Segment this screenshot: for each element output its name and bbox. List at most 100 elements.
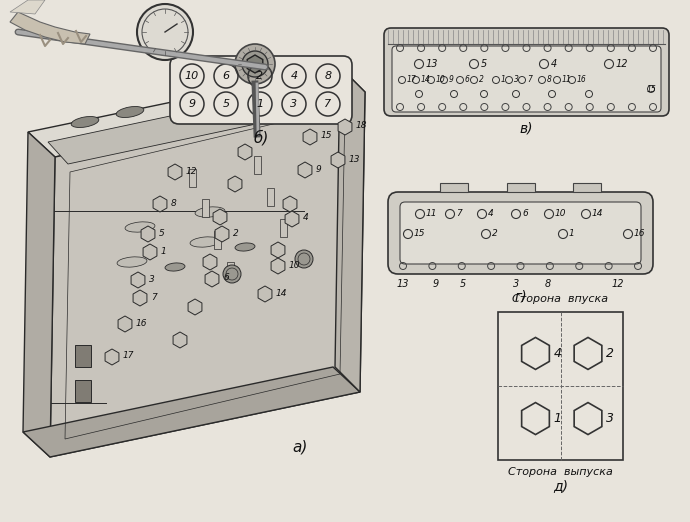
- Text: 3: 3: [513, 279, 519, 289]
- Bar: [227, 262, 234, 280]
- Text: 4: 4: [303, 213, 308, 222]
- Ellipse shape: [282, 80, 309, 91]
- Ellipse shape: [125, 222, 155, 232]
- Text: 10: 10: [185, 71, 199, 81]
- Text: 7: 7: [456, 209, 462, 219]
- Polygon shape: [213, 209, 227, 225]
- Bar: [498, 312, 623, 460]
- Polygon shape: [331, 152, 345, 168]
- Polygon shape: [188, 299, 202, 315]
- Bar: [267, 188, 274, 206]
- Polygon shape: [153, 196, 167, 212]
- Polygon shape: [10, 0, 45, 14]
- Polygon shape: [28, 67, 365, 157]
- Text: 6: 6: [465, 76, 470, 85]
- FancyBboxPatch shape: [384, 28, 669, 116]
- Text: 10: 10: [555, 209, 566, 219]
- Text: 17: 17: [123, 351, 135, 361]
- Text: г): г): [514, 289, 526, 303]
- Ellipse shape: [235, 243, 255, 251]
- FancyBboxPatch shape: [392, 46, 661, 112]
- Text: 16: 16: [136, 318, 148, 327]
- Text: 18: 18: [356, 122, 368, 130]
- Text: Сторона  выпуска: Сторона выпуска: [508, 467, 613, 477]
- Text: 8: 8: [324, 71, 332, 81]
- Text: 5: 5: [222, 99, 230, 109]
- Text: 8: 8: [545, 279, 551, 289]
- Bar: [440, 183, 469, 192]
- Text: б): б): [253, 130, 268, 146]
- Polygon shape: [131, 272, 145, 288]
- Bar: [75, 345, 91, 367]
- Polygon shape: [141, 226, 155, 242]
- Text: 1: 1: [569, 230, 575, 239]
- Text: 3: 3: [606, 412, 614, 425]
- Text: 3: 3: [290, 99, 297, 109]
- Polygon shape: [338, 119, 352, 135]
- Text: 9: 9: [316, 164, 322, 173]
- Ellipse shape: [71, 116, 99, 127]
- Text: 15: 15: [414, 230, 426, 239]
- Ellipse shape: [171, 97, 199, 108]
- Text: 11: 11: [426, 209, 437, 219]
- Polygon shape: [23, 132, 55, 457]
- Text: а): а): [293, 440, 308, 455]
- Text: 9: 9: [188, 99, 195, 109]
- Polygon shape: [285, 211, 299, 227]
- Ellipse shape: [226, 89, 254, 100]
- Bar: [506, 183, 535, 192]
- Text: 5: 5: [460, 279, 466, 289]
- Text: 6: 6: [223, 274, 229, 282]
- Text: 2: 2: [257, 71, 264, 81]
- Text: 8: 8: [171, 198, 177, 208]
- Text: 7: 7: [324, 99, 332, 109]
- Text: 5: 5: [159, 229, 165, 238]
- Bar: [280, 219, 287, 237]
- Text: 10: 10: [289, 260, 301, 269]
- Polygon shape: [522, 402, 549, 434]
- Text: 1: 1: [553, 412, 562, 425]
- Text: 12: 12: [616, 59, 629, 69]
- Polygon shape: [283, 196, 297, 212]
- Polygon shape: [48, 82, 350, 164]
- Polygon shape: [105, 349, 119, 365]
- Circle shape: [235, 44, 275, 84]
- Polygon shape: [522, 337, 549, 370]
- Text: 13: 13: [426, 59, 439, 69]
- Bar: [214, 231, 221, 249]
- Text: 2: 2: [479, 76, 484, 85]
- Ellipse shape: [116, 106, 144, 117]
- Text: 11: 11: [562, 76, 572, 85]
- Polygon shape: [133, 290, 147, 306]
- Polygon shape: [238, 144, 252, 160]
- Text: 8: 8: [547, 76, 552, 85]
- Text: 17: 17: [407, 76, 417, 85]
- Text: 13: 13: [349, 155, 360, 163]
- Polygon shape: [574, 402, 602, 434]
- Text: 14: 14: [276, 289, 288, 298]
- Polygon shape: [143, 244, 157, 260]
- Ellipse shape: [117, 257, 147, 267]
- Text: 7: 7: [527, 76, 532, 85]
- Polygon shape: [173, 332, 187, 348]
- FancyBboxPatch shape: [170, 56, 352, 124]
- Text: 2: 2: [606, 347, 614, 360]
- Text: 15: 15: [321, 132, 333, 140]
- Text: 4: 4: [290, 71, 297, 81]
- Bar: [254, 156, 261, 174]
- Text: 4: 4: [551, 59, 558, 69]
- Ellipse shape: [190, 237, 220, 247]
- Polygon shape: [203, 254, 217, 270]
- Text: 2: 2: [492, 230, 497, 239]
- Polygon shape: [247, 55, 263, 73]
- Text: 3: 3: [514, 76, 519, 85]
- Ellipse shape: [165, 263, 185, 271]
- Polygon shape: [23, 367, 360, 457]
- Text: 4: 4: [488, 209, 494, 219]
- Polygon shape: [298, 162, 312, 178]
- Text: 7: 7: [151, 292, 157, 302]
- Text: 6: 6: [222, 71, 230, 81]
- Bar: [202, 199, 209, 217]
- Circle shape: [223, 265, 241, 283]
- Text: 15: 15: [647, 85, 657, 93]
